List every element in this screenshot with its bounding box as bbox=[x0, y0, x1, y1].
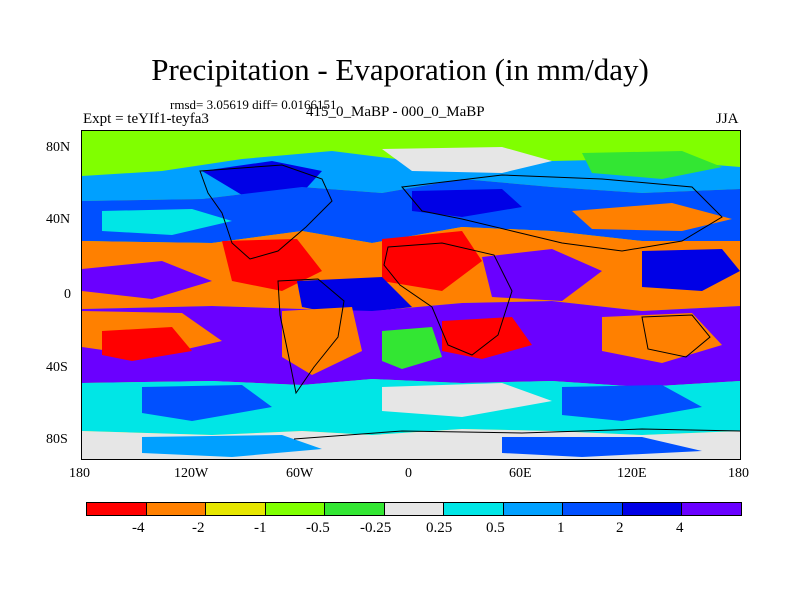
contour-region bbox=[442, 317, 532, 359]
colorbar-segment bbox=[146, 503, 207, 515]
colorbar-label: -0.5 bbox=[306, 520, 330, 536]
colorbar-segment bbox=[384, 503, 445, 515]
contour-region bbox=[82, 261, 212, 299]
colorbar-label: 0.5 bbox=[486, 520, 505, 536]
contour-region bbox=[297, 277, 412, 315]
contour-region bbox=[142, 435, 322, 457]
period-label: 415_0_MaBP - 000_0_MaBP bbox=[306, 104, 485, 120]
contour-region bbox=[102, 327, 192, 361]
contour-region bbox=[382, 147, 552, 173]
y-tick-label: 40N bbox=[46, 212, 71, 227]
contour-region bbox=[82, 179, 740, 243]
colorbar-label: 2 bbox=[616, 520, 624, 536]
contour-region bbox=[382, 383, 552, 417]
colorbar-label: -2 bbox=[192, 520, 205, 536]
x-tick-label: 0 bbox=[405, 466, 412, 481]
y-tick-label: 0 bbox=[64, 287, 71, 302]
colorbar-label: -0.25 bbox=[360, 520, 392, 536]
colorbar-segment bbox=[503, 503, 564, 515]
colorbar-segment bbox=[265, 503, 326, 515]
continent-outline bbox=[293, 428, 740, 440]
colorbar-label: -1 bbox=[254, 520, 267, 536]
continent-outline bbox=[277, 278, 345, 395]
contour-region bbox=[582, 151, 722, 179]
colorbar-segment bbox=[87, 503, 147, 515]
x-tick-label: 120W bbox=[174, 466, 209, 481]
x-tick-label: 180 bbox=[69, 466, 90, 481]
map-subtitle: rmsd= 3.05619 diff= 0.0166151 bbox=[170, 97, 337, 112]
colorbar bbox=[86, 502, 742, 516]
map-panel bbox=[81, 130, 741, 460]
contour-region bbox=[202, 161, 322, 195]
contour-region bbox=[282, 307, 362, 375]
contour-region bbox=[572, 203, 732, 231]
y-tick-label: 40S bbox=[46, 360, 68, 375]
contour-region bbox=[102, 209, 232, 235]
contour-region bbox=[482, 249, 602, 301]
x-tick-label: 60E bbox=[509, 466, 532, 481]
contour-region bbox=[412, 189, 522, 217]
contour-region bbox=[642, 249, 740, 291]
colorbar-label: 0.25 bbox=[426, 520, 453, 536]
x-tick-label: 180 bbox=[728, 466, 749, 481]
colorbar-label: 1 bbox=[557, 520, 565, 536]
continent-outline bbox=[641, 314, 711, 358]
colorbar-segment bbox=[206, 503, 266, 515]
map-title: Precipitation - Evaporation (in mm/day) bbox=[151, 52, 649, 87]
contour-region bbox=[142, 385, 272, 421]
continent-outline bbox=[383, 242, 513, 356]
colorbar-segment bbox=[325, 503, 385, 515]
contour-region bbox=[222, 239, 322, 291]
colorbar-segment bbox=[444, 503, 504, 515]
colorbar-segment bbox=[622, 503, 683, 515]
contour-region bbox=[502, 437, 702, 457]
colorbar-segment bbox=[682, 503, 742, 515]
continent-outline bbox=[401, 174, 723, 252]
colorbar-label: -4 bbox=[132, 520, 145, 536]
contour-region bbox=[562, 385, 702, 421]
x-tick-label: 60W bbox=[286, 466, 314, 481]
colorbar-label: 4 bbox=[676, 520, 684, 536]
contour-region bbox=[382, 327, 442, 369]
y-tick-label: 80S bbox=[46, 432, 68, 447]
precipitation-map bbox=[82, 131, 740, 459]
experiment-label: Expt = teYIf1-teyfa3 bbox=[83, 111, 209, 127]
x-tick-label: 120E bbox=[617, 466, 647, 481]
contour-region bbox=[602, 313, 722, 363]
colorbar-segment bbox=[563, 503, 623, 515]
season-label: JJA bbox=[716, 111, 739, 127]
y-tick-label: 80N bbox=[46, 140, 71, 155]
continent-outline bbox=[199, 164, 333, 260]
